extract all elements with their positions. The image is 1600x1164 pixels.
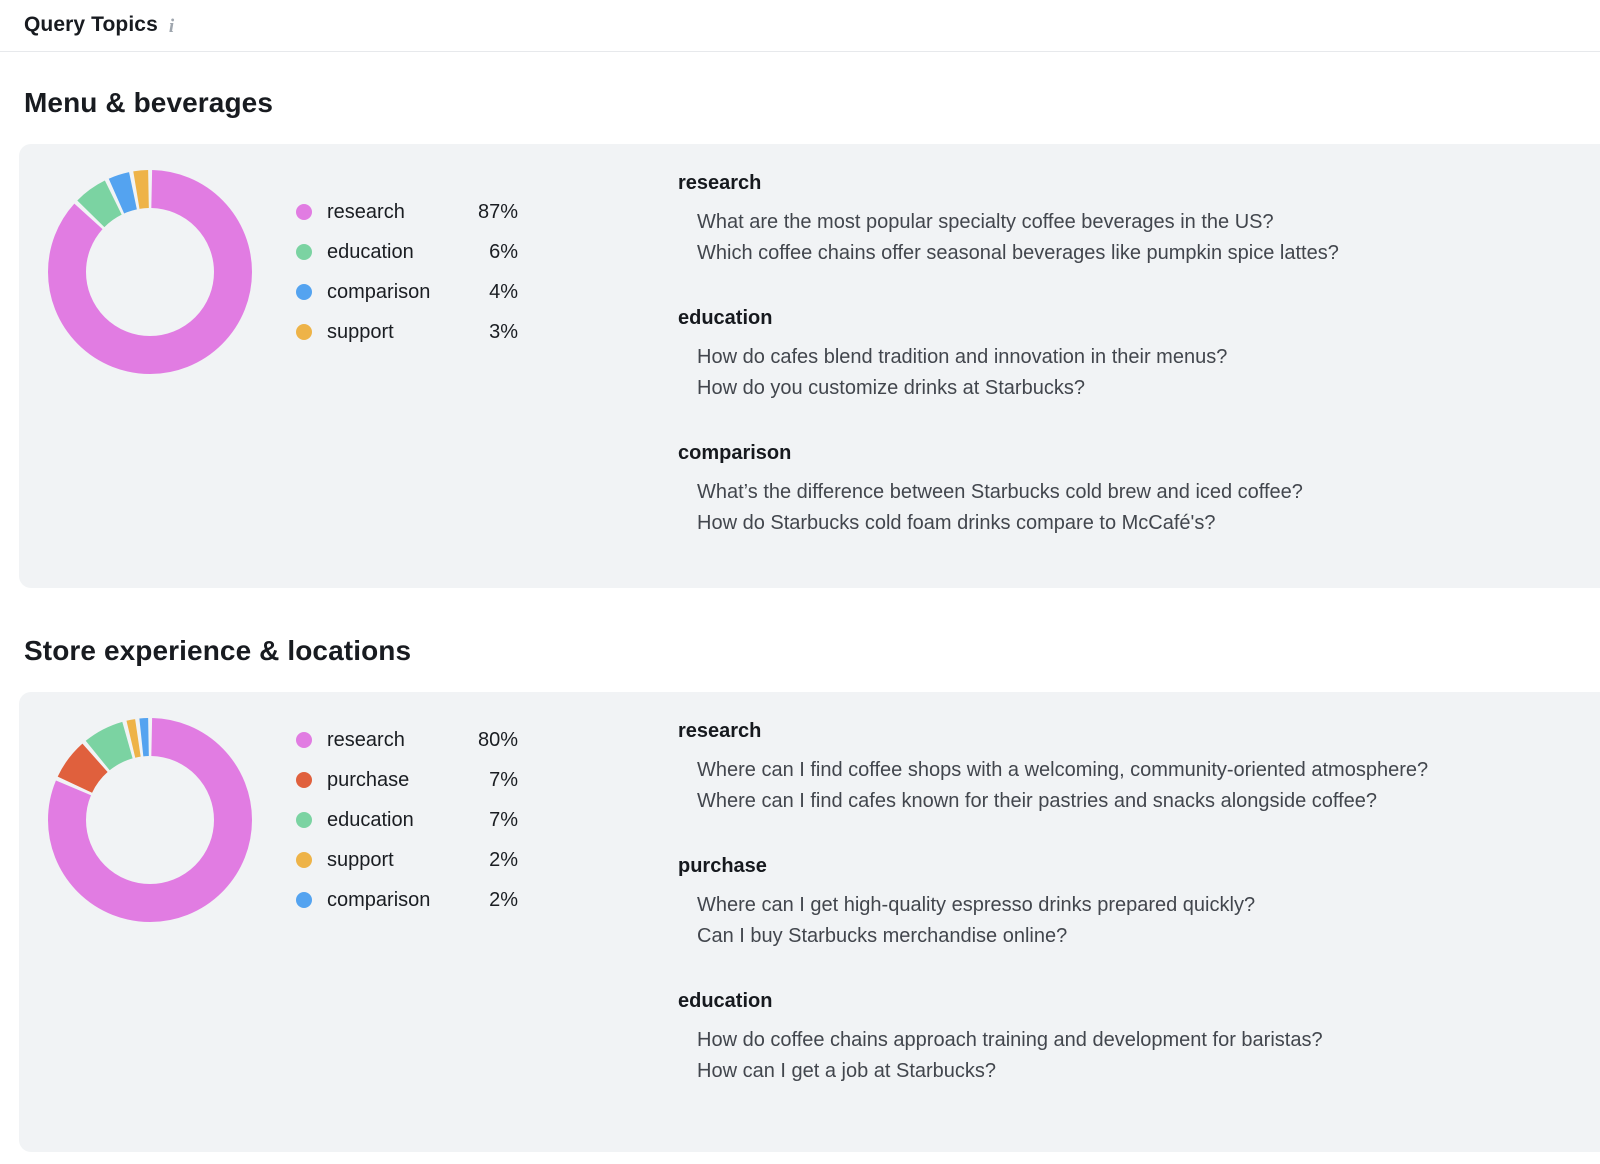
query-text: How can I get a job at Starbucks? — [697, 1060, 997, 1082]
chart-column: research 87% education 6% comparison 4% suppor… — [48, 170, 678, 374]
topics-column: research What are the most popular specia… — [678, 170, 1560, 577]
legend-dot-icon — [296, 284, 312, 300]
page-title: Query Topics — [24, 13, 158, 36]
query-text: Which coffee chains offer seasonal bever… — [697, 242, 1339, 264]
legend-label: education — [327, 240, 414, 263]
legend-label: support — [327, 848, 394, 871]
topic-group-purchase: purchase Where can I get high-quality esp… — [678, 855, 1560, 952]
topics-column: research Where can I find coffee shops wi… — [678, 718, 1560, 1125]
section-title: Store experience & locations — [24, 635, 412, 666]
legend-percent: 7% — [489, 808, 518, 831]
chart-column: research 80% purchase 7% education 7% support 2… — [48, 718, 678, 922]
donut-segment-research — [48, 718, 252, 922]
chart-legend: research 87% education 6% comparison 4% suppor… — [296, 201, 518, 344]
donut-segment-research — [48, 170, 252, 374]
query-text: Can I buy Starbucks merchandise online? — [697, 925, 1068, 947]
section-title: Menu & beverages — [24, 87, 274, 118]
query-text: How do cafes blend tradition and innovat… — [697, 346, 1228, 368]
legend-label: education — [327, 808, 414, 831]
legend-percent: 4% — [489, 280, 518, 303]
info-icon[interactable]: i — [168, 15, 175, 37]
query-text: How do you customize drinks at Starbucks… — [697, 377, 1085, 399]
legend-dot-icon — [296, 732, 312, 748]
legend-dot-icon — [296, 772, 312, 788]
legend-dot-icon — [296, 812, 312, 828]
query-text: Where can I find coffee shops with a wel… — [697, 759, 1429, 781]
legend-item-research: research 87% — [296, 201, 518, 224]
section-card: research 80% purchase 7% education 7% support 2… — [19, 692, 1600, 1152]
legend-label: support — [327, 320, 394, 343]
legend-item-comparison: comparison 2% — [296, 889, 518, 912]
legend-percent: 87% — [477, 200, 518, 223]
page-header: Query Topics i — [0, 0, 1600, 52]
query-text: How do coffee chains approach training a… — [697, 1029, 1323, 1051]
legend-item-research: research 80% — [296, 729, 518, 752]
topic-group-education: education How do cafes blend tradition an… — [678, 307, 1560, 404]
legend-label: purchase — [327, 768, 410, 791]
legend-dot-icon — [296, 852, 312, 868]
topic-name: research — [678, 720, 762, 742]
section-1: Menu & beverages research 87% education 6% co… — [0, 87, 1600, 588]
legend-label: comparison — [327, 280, 431, 303]
topic-name: purchase — [678, 855, 767, 877]
legend-item-comparison: comparison 4% — [296, 281, 518, 304]
legend-percent: 80% — [477, 728, 518, 751]
topic-name: research — [678, 172, 762, 194]
legend-item-education: education 7% — [296, 809, 518, 832]
topic-group-comparison: comparison What’s the difference between … — [678, 442, 1560, 539]
legend-label: research — [327, 200, 405, 223]
query-text: What are the most popular specialty coff… — [697, 211, 1274, 233]
legend-item-education: education 6% — [296, 241, 518, 264]
topic-name: comparison — [678, 442, 792, 464]
legend-percent: 2% — [489, 888, 518, 911]
legend-dot-icon — [296, 244, 312, 260]
legend-dot-icon — [296, 892, 312, 908]
query-text: Where can I find cafes known for their p… — [697, 790, 1378, 812]
legend-item-support: support 3% — [296, 321, 518, 344]
topic-group-education: education How do coffee chains approach t… — [678, 990, 1560, 1087]
legend-percent: 3% — [489, 320, 518, 343]
topic-name: education — [678, 307, 773, 329]
topic-name: education — [678, 990, 773, 1012]
query-text: How do Starbucks cold foam drinks compar… — [697, 512, 1216, 534]
topic-group-research: research Where can I find coffee shops wi… — [678, 720, 1560, 817]
section-card: research 87% education 6% comparison 4% suppor… — [19, 144, 1600, 588]
topic-group-research: research What are the most popular specia… — [678, 172, 1560, 269]
chart-legend: research 80% purchase 7% education 7% support 2… — [296, 729, 518, 912]
legend-dot-icon — [296, 324, 312, 340]
legend-percent: 6% — [489, 240, 518, 263]
section-2: Store experience & locations research 80% p… — [0, 635, 1600, 1152]
donut-chart — [48, 718, 252, 922]
donut-chart — [48, 170, 252, 374]
legend-label: research — [327, 728, 405, 751]
legend-percent: 7% — [489, 768, 518, 791]
legend-item-support: support 2% — [296, 849, 518, 872]
legend-label: comparison — [327, 888, 431, 911]
legend-percent: 2% — [489, 848, 518, 871]
query-text: What’s the difference between Starbucks … — [697, 481, 1303, 503]
legend-dot-icon — [296, 204, 312, 220]
sections-container: Menu & beverages research 87% education 6% co… — [0, 87, 1600, 1152]
legend-item-purchase: purchase 7% — [296, 769, 518, 792]
query-text: Where can I get high-quality espresso dr… — [697, 894, 1256, 916]
